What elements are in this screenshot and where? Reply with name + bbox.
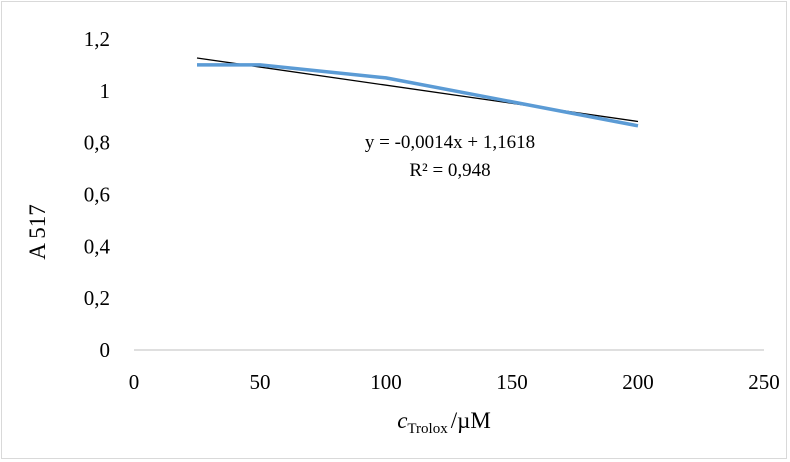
y-axis-label: A 517 <box>25 204 50 260</box>
x-axis-label-unit: /µM <box>451 408 491 433</box>
x-tick-label: 150 <box>496 370 528 394</box>
x-axis-label-main: c <box>397 408 407 433</box>
x-tick-label: 250 <box>748 370 780 394</box>
trendline-r-squared: R² = 0,948 <box>409 160 490 181</box>
x-axis-ticks: 0 50 100 150 200 250 <box>129 370 780 394</box>
y-tick-label: 0,8 <box>84 131 110 155</box>
y-tick-label: 0,4 <box>84 234 111 258</box>
x-tick-label: 50 <box>250 370 271 394</box>
y-axis-ticks: 0 0,2 0,4 0,6 0,8 1 1,2 <box>84 27 111 362</box>
x-axis-label-sub: Trolox <box>407 421 448 437</box>
y-tick-label: 0,6 <box>84 183 110 207</box>
y-tick-label: 1,2 <box>84 27 110 51</box>
trendline-equation: y = -0,0014x + 1,1618 <box>365 132 535 153</box>
y-tick-label: 0 <box>100 338 111 362</box>
y-tick-label: 1 <box>100 79 111 103</box>
y-tick-label: 0,2 <box>84 286 110 310</box>
x-tick-label: 0 <box>129 370 140 394</box>
x-tick-label: 200 <box>622 370 654 394</box>
x-tick-label: 100 <box>370 370 402 394</box>
x-axis-label: cTrolox/µM <box>397 408 491 437</box>
series-line <box>197 63 639 128</box>
